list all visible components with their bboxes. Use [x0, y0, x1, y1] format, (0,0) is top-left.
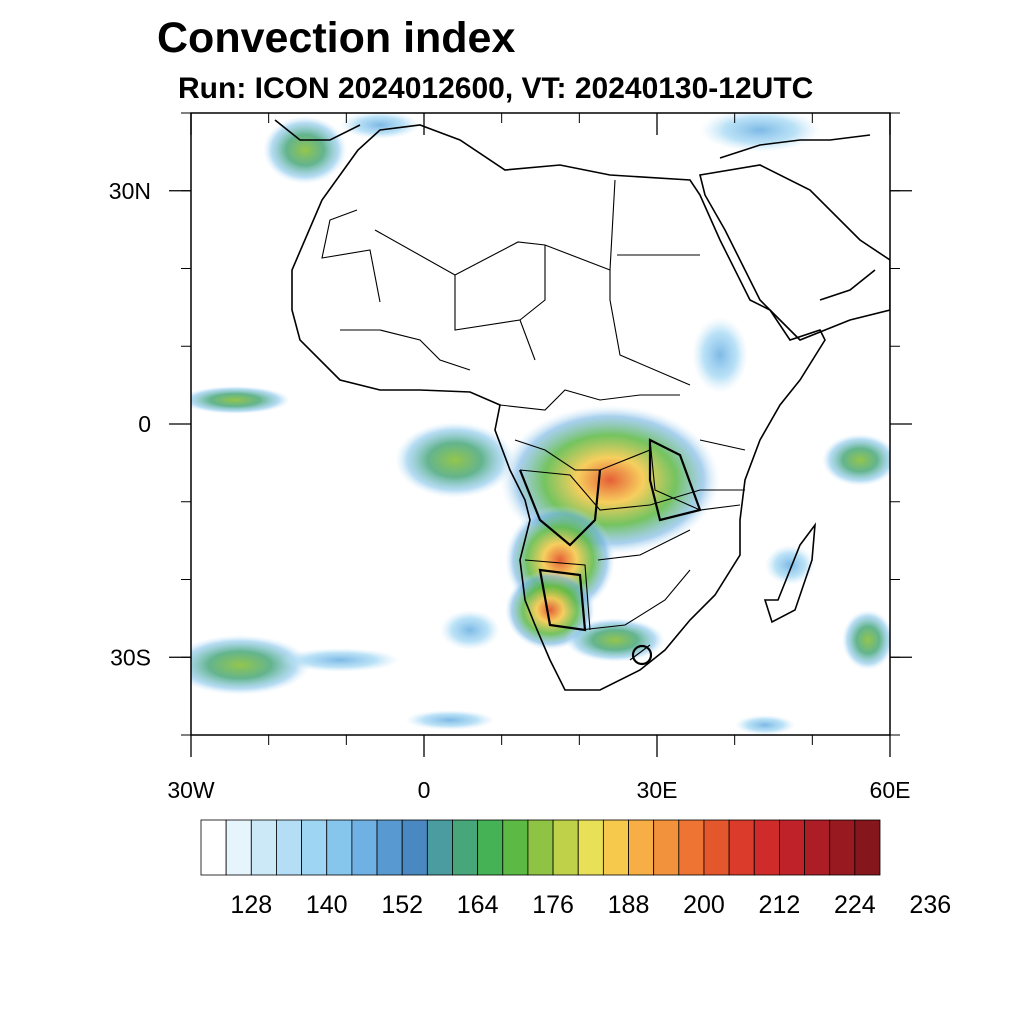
- colorbar-swatch: [804, 819, 831, 876]
- lat-tick-label: 30N: [109, 178, 151, 204]
- colorbar-label: 200: [683, 891, 725, 919]
- lat-tick-label: 0: [138, 411, 151, 437]
- colorbar-swatch: [426, 819, 453, 876]
- colorbar: 128 140 152 164 176 188 200 212 224 236: [200, 819, 951, 919]
- colorbar-label: 236: [909, 891, 951, 919]
- colorbar-swatch: [527, 819, 554, 876]
- colorbar-swatch: [225, 819, 252, 876]
- colorbar-swatch: [200, 819, 227, 876]
- coastlines: [274, 119, 890, 691]
- lon-tick-label: 60E: [870, 777, 911, 803]
- colorbar-swatch: [653, 819, 680, 876]
- colorbar-swatch: [351, 819, 378, 876]
- colorbar-swatch: [326, 819, 353, 876]
- colorbar-swatch: [552, 819, 579, 876]
- country-borders: [321, 179, 746, 661]
- colorbar-swatch: [376, 819, 403, 876]
- colorbar-label: 140: [306, 891, 348, 919]
- region-outlines: [518, 438, 702, 666]
- colorbar-swatch: [502, 819, 529, 876]
- colorbar-swatch: [779, 819, 805, 876]
- colorbar-swatch: [602, 819, 629, 876]
- convection-field: [191, 113, 890, 735]
- colorbar-swatch: [678, 819, 705, 876]
- colorbar-swatch: [250, 819, 277, 876]
- colorbar-label: 128: [230, 891, 272, 919]
- lon-tick-label: 30W: [167, 777, 215, 803]
- map-title: Convection index: [157, 14, 516, 62]
- colorbar-swatch: [703, 819, 730, 876]
- colorbar-label: 188: [608, 891, 650, 919]
- colorbar-label: 164: [457, 891, 499, 919]
- colorbar-swatch: [577, 819, 604, 876]
- lat-tick-label: 30S: [110, 644, 151, 670]
- axis-layer: 30W 0 30E 60E 30N 0 30S: [109, 112, 912, 803]
- colorbar-swatch: [829, 819, 856, 876]
- colorbar-swatch: [477, 819, 504, 876]
- lon-tick-label: 0: [418, 777, 431, 803]
- colorbar-swatch: [854, 819, 881, 876]
- colorbar-swatch: [401, 819, 428, 876]
- colorbar-label: 212: [759, 891, 801, 919]
- colorbar-swatch: [753, 819, 780, 876]
- colorbar-swatch: [276, 819, 302, 876]
- colorbar-swatch: [728, 819, 755, 876]
- colorbar-swatch: [301, 819, 328, 876]
- lon-tick-label: 30E: [637, 777, 678, 803]
- colorbar-label: 152: [381, 891, 423, 919]
- run-info-subtitle: Run: ICON 2024012600, VT: 20240130-12UTC: [178, 72, 814, 105]
- colorbar-swatch: [452, 819, 479, 876]
- colorbar-label: 224: [834, 891, 876, 919]
- colorbar-swatch: [628, 819, 655, 876]
- colorbar-label: 176: [532, 891, 574, 919]
